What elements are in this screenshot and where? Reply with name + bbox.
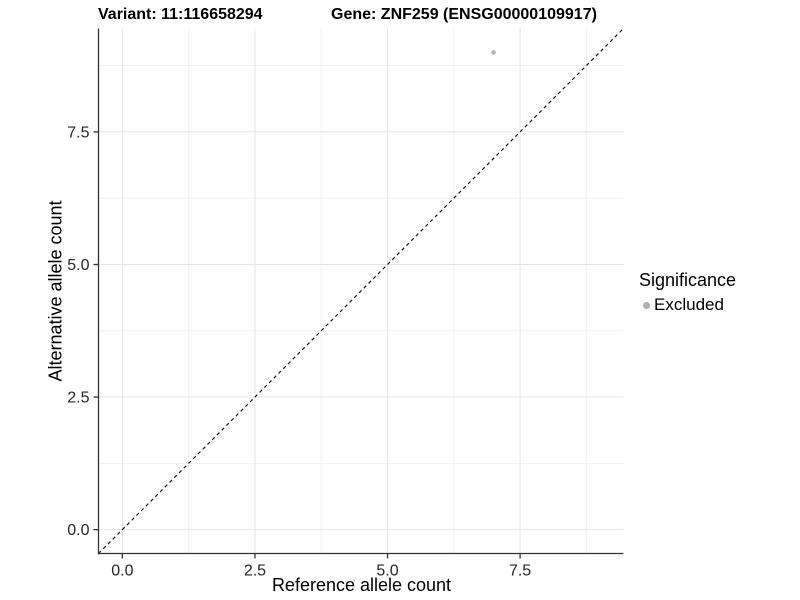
legend-items: Excluded — [639, 295, 736, 315]
legend-key-dot — [642, 301, 650, 309]
y-axis-title: Alternative allele count — [45, 200, 66, 382]
x-tick-label: 7.5 — [509, 563, 531, 580]
legend: Significance Excluded — [639, 270, 736, 315]
x-axis-title: Reference allele count — [271, 575, 452, 595]
x-tick-label: 2.5 — [244, 563, 266, 580]
y-tick-label: 5.0 — [67, 257, 89, 274]
legend-item: Excluded — [639, 295, 736, 315]
y-tick-label: 2.5 — [67, 390, 89, 407]
plot-title-variant: Variant: 11:116658294 — [98, 6, 263, 23]
identity-line — [98, 28, 624, 554]
legend-title: Significance — [639, 270, 737, 290]
x-tick-label: 5.0 — [376, 563, 398, 580]
legend-key — [639, 298, 653, 312]
y-tick-label: 7.5 — [67, 124, 89, 141]
y-tick-label: 0.0 — [67, 522, 89, 539]
plot-title-gene: Gene: ZNF259 (ENSG00000109917) — [331, 6, 597, 23]
data-point — [491, 50, 496, 55]
x-tick-label: 0.0 — [111, 563, 133, 580]
legend-item-label: Excluded — [654, 295, 724, 314]
